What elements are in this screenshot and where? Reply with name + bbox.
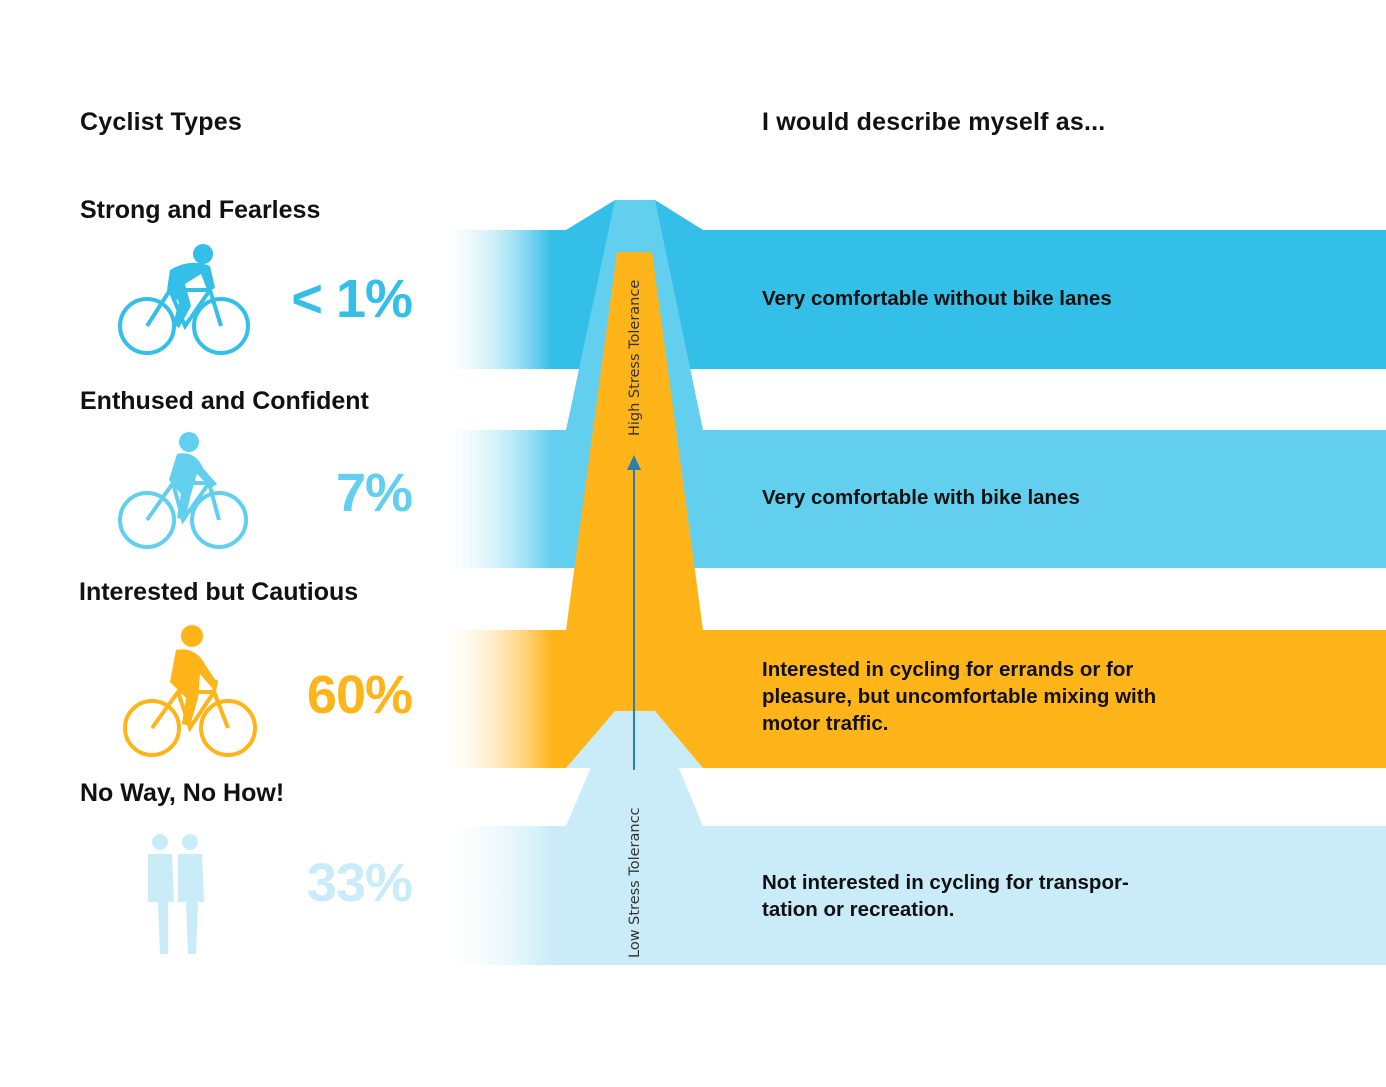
type-interested-cautious-description: Interested in cycling for errands or for… <box>762 656 1232 737</box>
description-line: Not interested in cycling for transpor- <box>762 871 1129 894</box>
low-stress-label: Low Stress Tolerancc <box>627 807 643 958</box>
stress-arrow-head <box>627 455 641 470</box>
type-strong-fearless-percent: < 1% <box>291 269 413 329</box>
cyclist-casual-icon <box>123 625 257 757</box>
type-enthused-confident-title: Enthused and Confident <box>80 387 369 415</box>
description-line: motor traffic. <box>762 712 889 735</box>
cyclist-commuter-icon <box>118 432 248 549</box>
pedestrians-icon <box>148 834 204 954</box>
type-no-way-percent: 33% <box>306 853 413 913</box>
left-edge-fade <box>430 190 550 980</box>
type-interested-cautious-title: Interested but Cautious <box>79 578 359 606</box>
type-no-way-description: Not interested in cycling for transpor- … <box>762 869 1232 923</box>
description-line: Interested in cycling for errands or for <box>762 658 1134 681</box>
type-enthused-confident-description: Very comfortable with bike lanes <box>762 486 1080 509</box>
type-strong-fearless-description: Very comfortable without bike lanes <box>762 287 1112 310</box>
type-enthused-confident-percent: 7% <box>335 463 413 523</box>
type-interested-cautious-percent: 60% <box>306 665 413 725</box>
band-no-way <box>440 711 1386 965</box>
self-description-heading: I would describe myself as... <box>762 108 1106 136</box>
type-strong-fearless-title: Strong and Fearless <box>80 196 321 224</box>
cyclist-types-heading: Cyclist Types <box>80 108 242 136</box>
description-line: pleasure, but uncomfortable mixing with <box>762 685 1157 708</box>
description-line: tation or recreation. <box>762 898 955 921</box>
cyclist-racer-icon <box>118 244 250 355</box>
orange-peak <box>566 252 703 630</box>
type-no-way-title: No Way, No How! <box>80 779 285 807</box>
high-stress-label: High Stress Tolerance <box>627 280 643 436</box>
